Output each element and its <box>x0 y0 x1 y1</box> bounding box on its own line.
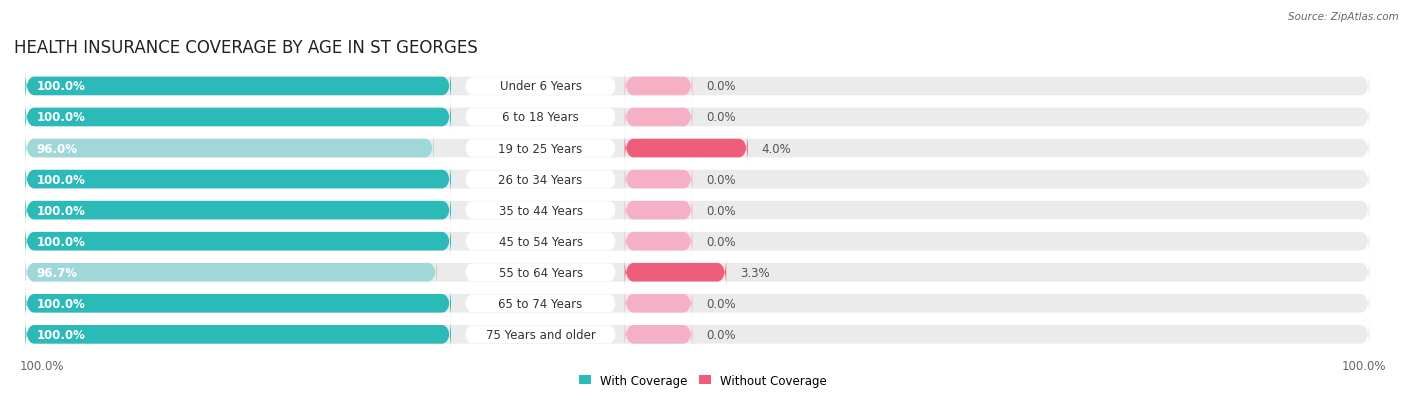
FancyBboxPatch shape <box>25 319 1369 350</box>
Text: HEALTH INSURANCE COVERAGE BY AGE IN ST GEORGES: HEALTH INSURANCE COVERAGE BY AGE IN ST G… <box>14 39 478 57</box>
FancyBboxPatch shape <box>25 164 1369 195</box>
FancyBboxPatch shape <box>465 108 616 128</box>
Text: 100.0%: 100.0% <box>37 204 86 217</box>
FancyBboxPatch shape <box>624 102 692 133</box>
FancyBboxPatch shape <box>25 195 451 226</box>
Text: 100.0%: 100.0% <box>37 80 86 93</box>
FancyBboxPatch shape <box>25 133 434 164</box>
Text: 35 to 44 Years: 35 to 44 Years <box>499 204 582 217</box>
FancyBboxPatch shape <box>465 294 616 313</box>
FancyBboxPatch shape <box>25 133 1369 164</box>
FancyBboxPatch shape <box>25 102 451 133</box>
FancyBboxPatch shape <box>624 133 748 164</box>
FancyBboxPatch shape <box>624 319 692 350</box>
Text: 0.0%: 0.0% <box>706 328 735 341</box>
Text: Source: ZipAtlas.com: Source: ZipAtlas.com <box>1288 12 1399 22</box>
FancyBboxPatch shape <box>25 226 1369 257</box>
FancyBboxPatch shape <box>624 288 692 319</box>
FancyBboxPatch shape <box>25 319 451 350</box>
FancyBboxPatch shape <box>465 232 616 252</box>
FancyBboxPatch shape <box>465 139 616 159</box>
FancyBboxPatch shape <box>465 325 616 344</box>
Text: 0.0%: 0.0% <box>706 173 735 186</box>
Text: 100.0%: 100.0% <box>1341 359 1386 372</box>
FancyBboxPatch shape <box>25 71 451 102</box>
Text: 100.0%: 100.0% <box>37 328 86 341</box>
Text: 3.3%: 3.3% <box>740 266 769 279</box>
FancyBboxPatch shape <box>624 71 692 102</box>
FancyBboxPatch shape <box>25 195 1369 226</box>
FancyBboxPatch shape <box>465 170 616 190</box>
Text: 26 to 34 Years: 26 to 34 Years <box>499 173 582 186</box>
FancyBboxPatch shape <box>624 164 692 195</box>
Legend: With Coverage, Without Coverage: With Coverage, Without Coverage <box>574 369 832 392</box>
Text: 0.0%: 0.0% <box>706 235 735 248</box>
FancyBboxPatch shape <box>624 226 692 257</box>
Text: 100.0%: 100.0% <box>37 111 86 124</box>
FancyBboxPatch shape <box>25 257 437 288</box>
FancyBboxPatch shape <box>465 263 616 282</box>
Text: Under 6 Years: Under 6 Years <box>499 80 582 93</box>
FancyBboxPatch shape <box>465 77 616 97</box>
Text: 65 to 74 Years: 65 to 74 Years <box>499 297 582 310</box>
Text: 0.0%: 0.0% <box>706 80 735 93</box>
FancyBboxPatch shape <box>25 257 1369 288</box>
FancyBboxPatch shape <box>25 288 1369 319</box>
Text: 0.0%: 0.0% <box>706 111 735 124</box>
Text: 6 to 18 Years: 6 to 18 Years <box>502 111 579 124</box>
Text: 75 Years and older: 75 Years and older <box>485 328 596 341</box>
Text: 19 to 25 Years: 19 to 25 Years <box>499 142 582 155</box>
Text: 4.0%: 4.0% <box>761 142 792 155</box>
FancyBboxPatch shape <box>25 102 1369 133</box>
Text: 100.0%: 100.0% <box>37 173 86 186</box>
FancyBboxPatch shape <box>624 195 692 226</box>
Text: 96.7%: 96.7% <box>37 266 77 279</box>
FancyBboxPatch shape <box>25 226 451 257</box>
FancyBboxPatch shape <box>25 288 451 319</box>
Text: 100.0%: 100.0% <box>37 297 86 310</box>
Text: 55 to 64 Years: 55 to 64 Years <box>499 266 582 279</box>
Text: 100.0%: 100.0% <box>20 359 65 372</box>
Text: 45 to 54 Years: 45 to 54 Years <box>499 235 582 248</box>
Text: 0.0%: 0.0% <box>706 297 735 310</box>
FancyBboxPatch shape <box>465 201 616 221</box>
FancyBboxPatch shape <box>25 164 451 195</box>
Text: 0.0%: 0.0% <box>706 204 735 217</box>
Text: 96.0%: 96.0% <box>37 142 77 155</box>
FancyBboxPatch shape <box>25 71 1369 102</box>
Text: 100.0%: 100.0% <box>37 235 86 248</box>
FancyBboxPatch shape <box>624 257 727 288</box>
